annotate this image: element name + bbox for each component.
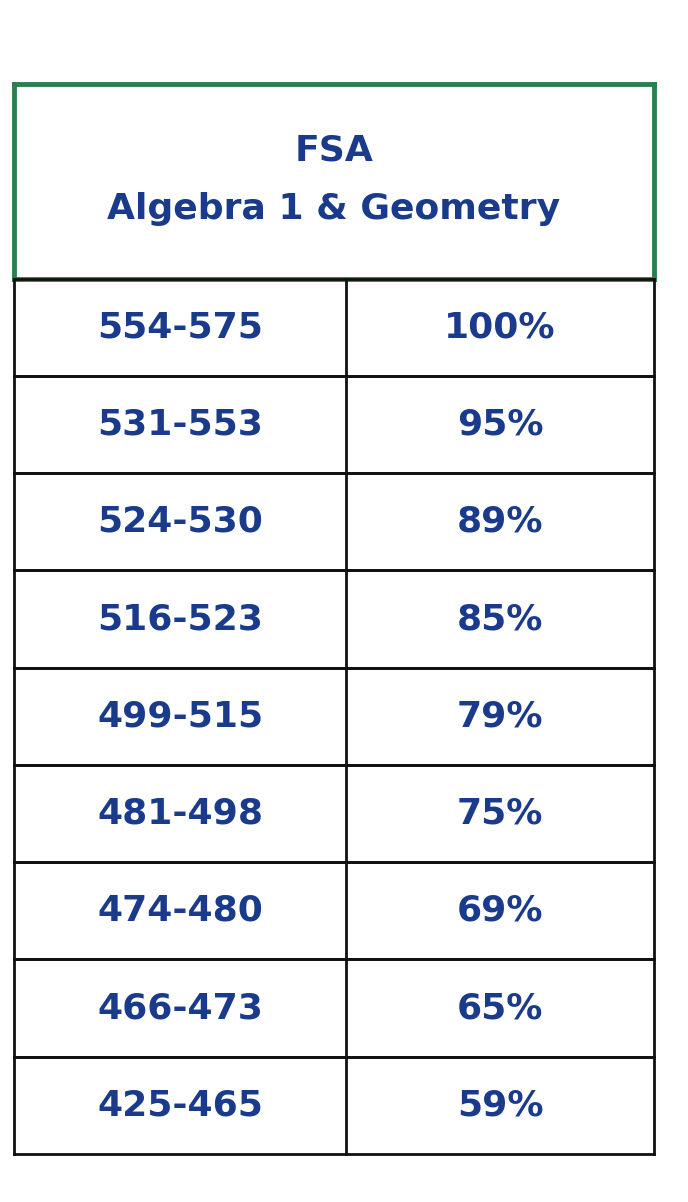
Text: 466-473: 466-473 <box>97 990 263 1025</box>
Text: 85%: 85% <box>457 602 544 636</box>
Bar <box>14 84 654 1154</box>
Text: 516-523: 516-523 <box>97 602 263 636</box>
Text: 524-530: 524-530 <box>97 505 263 538</box>
Text: 65%: 65% <box>457 990 544 1025</box>
Text: 554-575: 554-575 <box>97 310 263 344</box>
Text: Algebra 1 & Geometry: Algebra 1 & Geometry <box>107 191 560 226</box>
Text: 89%: 89% <box>457 505 544 538</box>
Text: 59%: 59% <box>457 1088 544 1123</box>
Text: 499-515: 499-515 <box>97 700 264 733</box>
Text: 474-480: 474-480 <box>97 894 263 928</box>
Text: 95%: 95% <box>457 407 544 441</box>
Text: 531-553: 531-553 <box>97 407 263 441</box>
Text: 100%: 100% <box>444 310 556 344</box>
Text: 75%: 75% <box>457 797 544 831</box>
Text: FSA: FSA <box>294 133 373 167</box>
Text: 79%: 79% <box>457 700 544 733</box>
Text: 425-465: 425-465 <box>97 1088 263 1123</box>
Text: 69%: 69% <box>457 894 544 928</box>
Text: 481-498: 481-498 <box>97 797 263 831</box>
